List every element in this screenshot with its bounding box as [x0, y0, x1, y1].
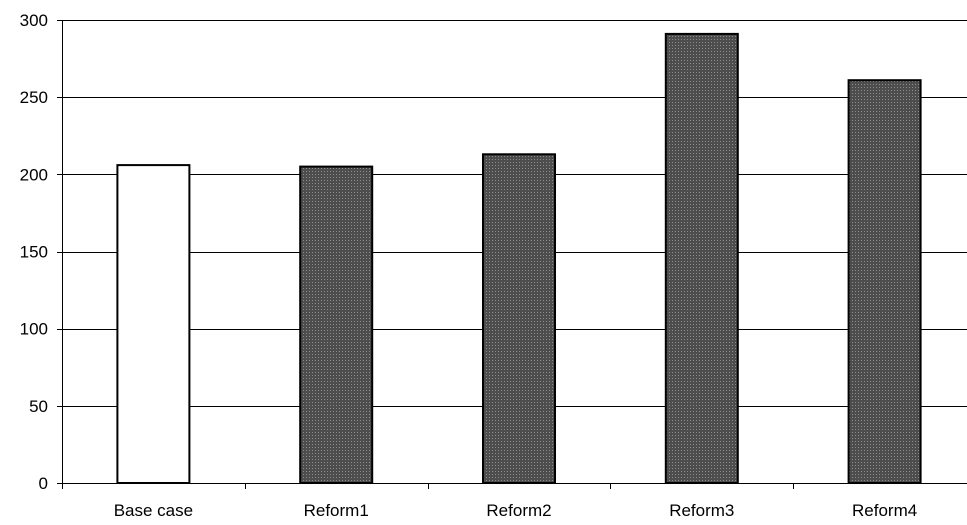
axes: [57, 20, 967, 489]
x-tick-label-reform2: Reform2: [486, 501, 551, 520]
y-tick-label-50: 50: [29, 397, 48, 416]
y-tick-label-100: 100: [20, 320, 48, 339]
bars: [116, 32, 922, 485]
y-tick-label-300: 300: [20, 11, 48, 30]
x-axis-tick-labels: Base case Reform1 Reform2 Reform3 Reform4: [114, 501, 917, 520]
y-axis-tick-labels: 0 50 100 150 200 250 300: [20, 11, 48, 493]
y-tick-label-200: 200: [20, 165, 48, 184]
x-tick-label-reform4: Reform4: [852, 501, 917, 520]
x-tick-label-reform1: Reform1: [304, 501, 369, 520]
y-tick-label-0: 0: [39, 474, 48, 493]
x-tick-label-base-case: Base case: [114, 501, 193, 520]
y-tick-label-250: 250: [20, 88, 48, 107]
y-tick-label-150: 150: [20, 243, 48, 262]
bar-reform3: [664, 32, 739, 485]
bar-reform4: [847, 79, 922, 484]
bar-base-case: [116, 164, 191, 484]
x-tick-label-reform3: Reform3: [669, 501, 734, 520]
bar-reform1: [299, 165, 374, 484]
bar-reform2: [482, 153, 556, 485]
